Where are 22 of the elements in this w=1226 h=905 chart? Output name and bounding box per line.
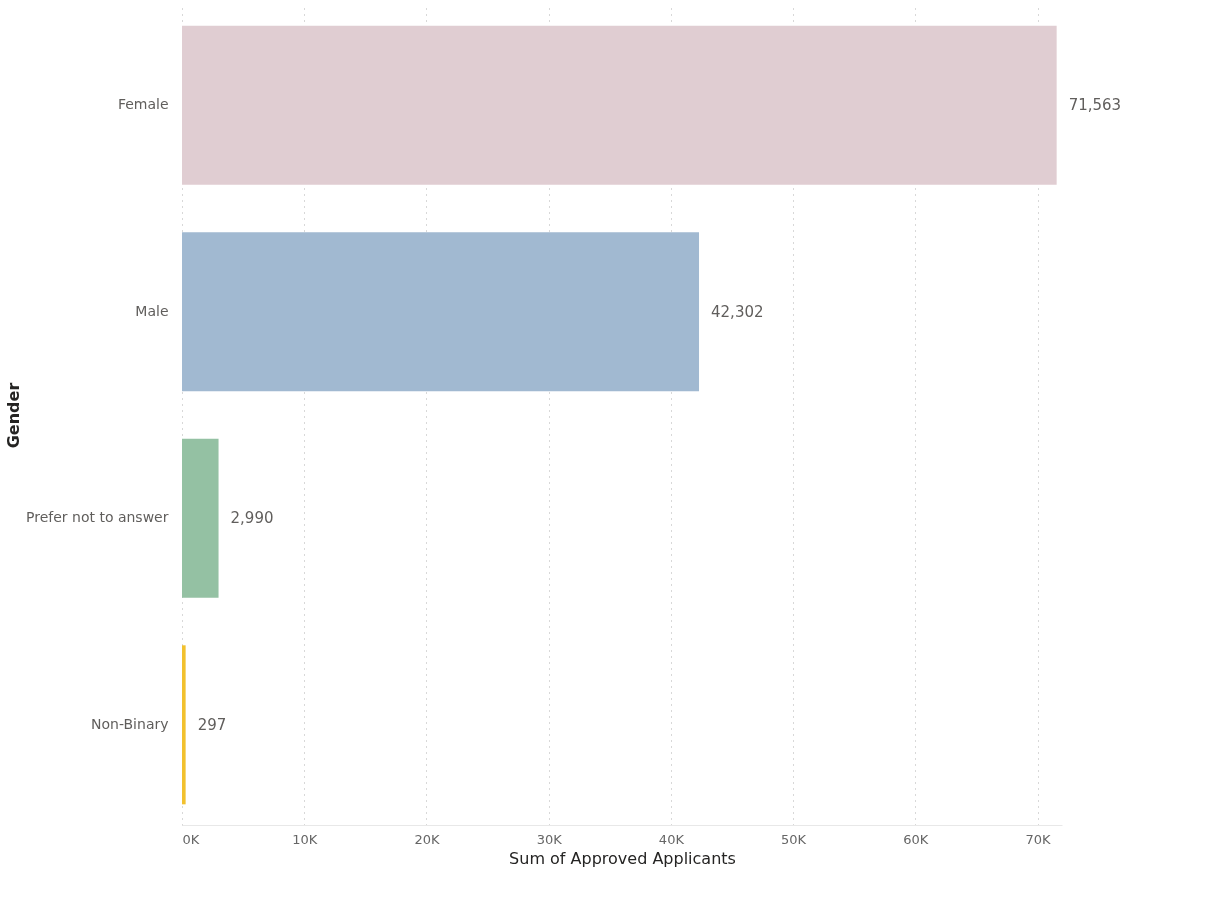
y-tick-label: Non-Binary bbox=[91, 715, 169, 732]
y-axis-title: Gender bbox=[4, 382, 24, 449]
x-tick-label: 30K bbox=[536, 831, 563, 847]
data-label: 42,302 bbox=[711, 302, 764, 321]
x-tick-label: 20K bbox=[414, 831, 440, 847]
x-tick-label: 0K bbox=[182, 831, 200, 847]
x-tick-label: 10K bbox=[292, 831, 318, 847]
y-tick-label: Female bbox=[117, 96, 169, 113]
x-axis-title: Sum of Approved Applicants bbox=[509, 848, 736, 868]
bar bbox=[182, 232, 700, 392]
data-label: 297 bbox=[197, 715, 227, 734]
bar bbox=[182, 25, 1057, 185]
data-label: 71,563 bbox=[1068, 96, 1122, 115]
x-tick-label: 70K bbox=[1025, 831, 1052, 847]
bar bbox=[182, 438, 219, 598]
x-tick-label: 40K bbox=[658, 831, 685, 847]
bar bbox=[182, 645, 186, 805]
data-label: 2,990 bbox=[230, 509, 274, 528]
x-tick-label: 50K bbox=[781, 831, 807, 847]
y-tick-label: Prefer not to answer bbox=[26, 509, 169, 526]
y-tick-label: Male bbox=[135, 302, 169, 319]
x-tick-label: 60K bbox=[903, 831, 929, 847]
